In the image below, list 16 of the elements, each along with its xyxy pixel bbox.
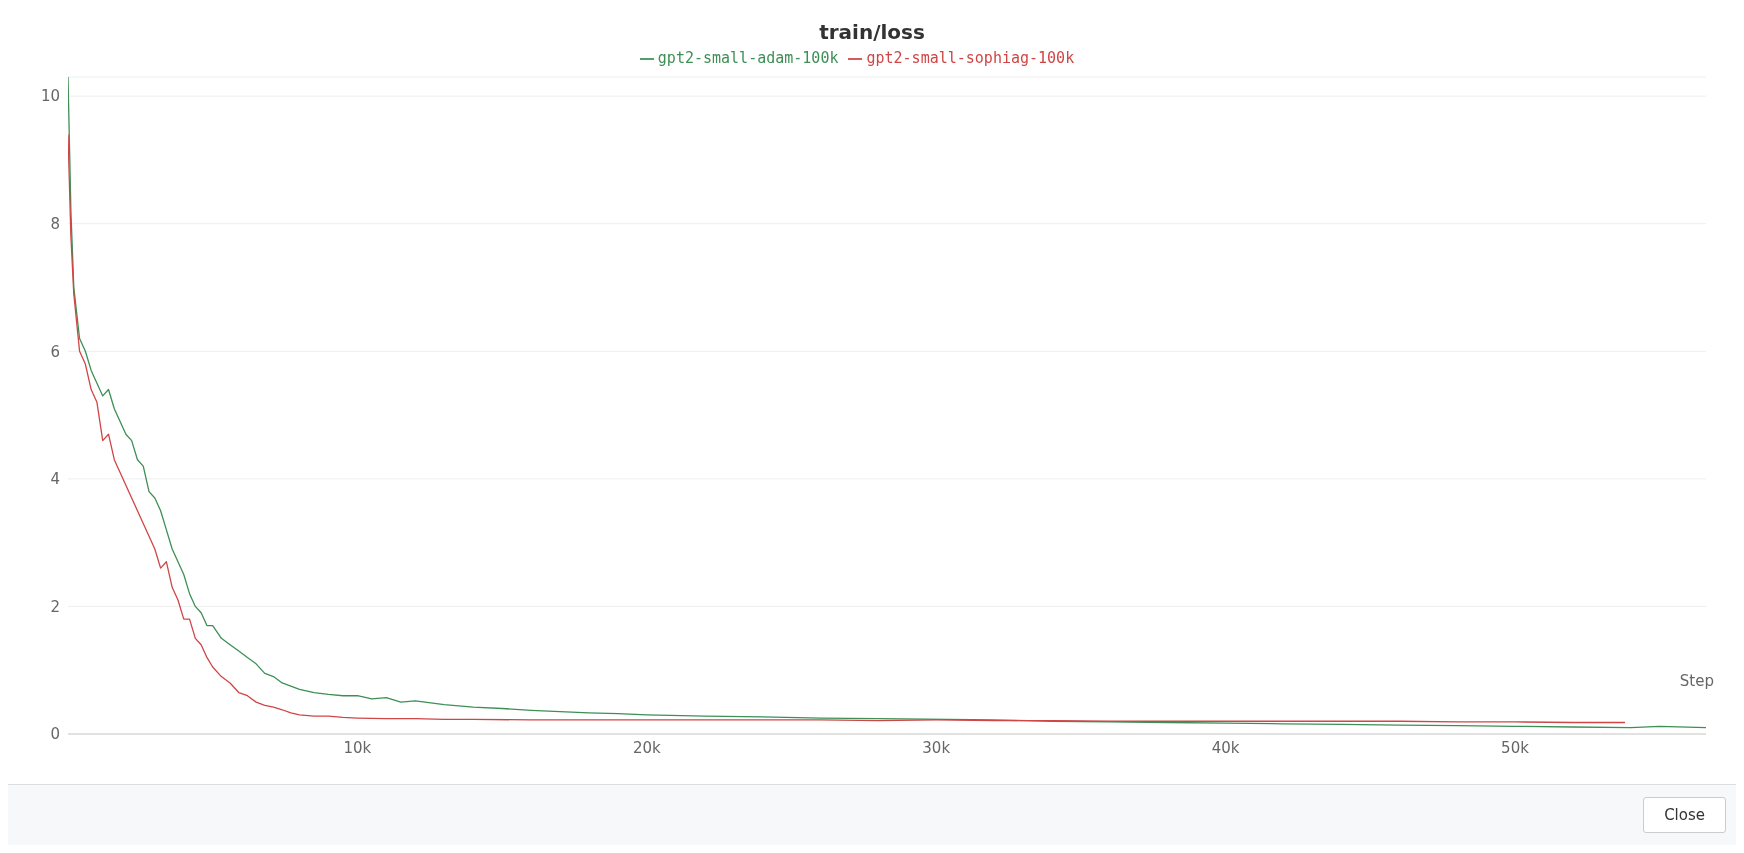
x-tick-label: 10k — [343, 738, 372, 757]
y-tick-label: 8 — [50, 215, 60, 234]
x-tick-label: 30k — [922, 738, 951, 757]
x-tick-label: 50k — [1501, 738, 1530, 757]
y-tick-label: 6 — [50, 342, 60, 361]
legend-label: gpt2-small-adam-100k — [657, 49, 839, 67]
y-tick-label: 10 — [40, 87, 60, 106]
chart-title: train/loss — [818, 19, 926, 44]
x-tick-label: 40k — [1211, 738, 1240, 757]
y-tick-label: 2 — [50, 597, 60, 616]
y-tick-label: 0 — [50, 725, 60, 744]
text: Close — [1643, 797, 1726, 833]
x-tick-label: 20k — [632, 738, 661, 757]
x-axis-title: Step — [1679, 672, 1714, 690]
y-tick-label: 4 — [50, 470, 60, 489]
legend-label: gpt2-small-sophiag-100k — [866, 49, 1075, 67]
